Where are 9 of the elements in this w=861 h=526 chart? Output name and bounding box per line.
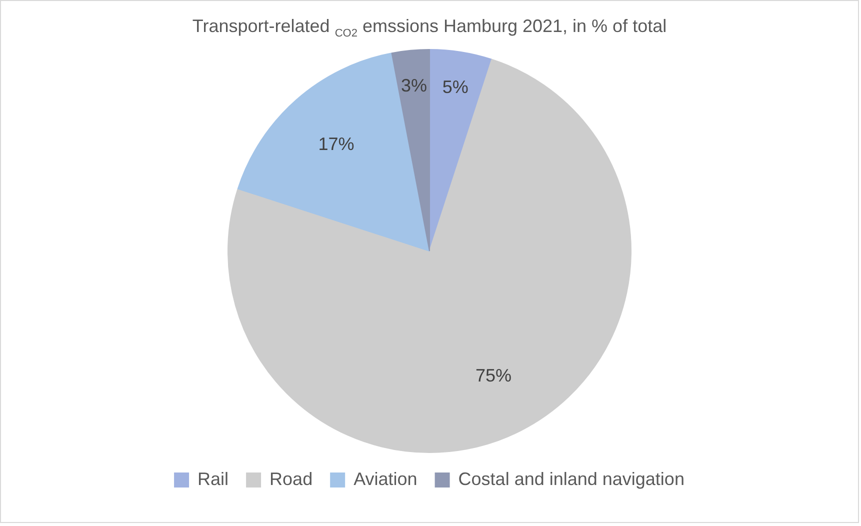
data-label: 3% [400,75,427,96]
data-label: 5% [442,76,468,97]
legend-label: Costal and inland navigation [458,468,684,489]
data-label: 17% [318,134,354,154]
chart-title: Transport-related $_{CO2}$ emssions Hamburg 2021, in % of total [191,16,668,40]
legend-label: Aviation [354,468,418,489]
legend-label: Rail [198,468,229,489]
data-label: 75% [476,366,512,386]
legend-label: Road [270,468,313,489]
